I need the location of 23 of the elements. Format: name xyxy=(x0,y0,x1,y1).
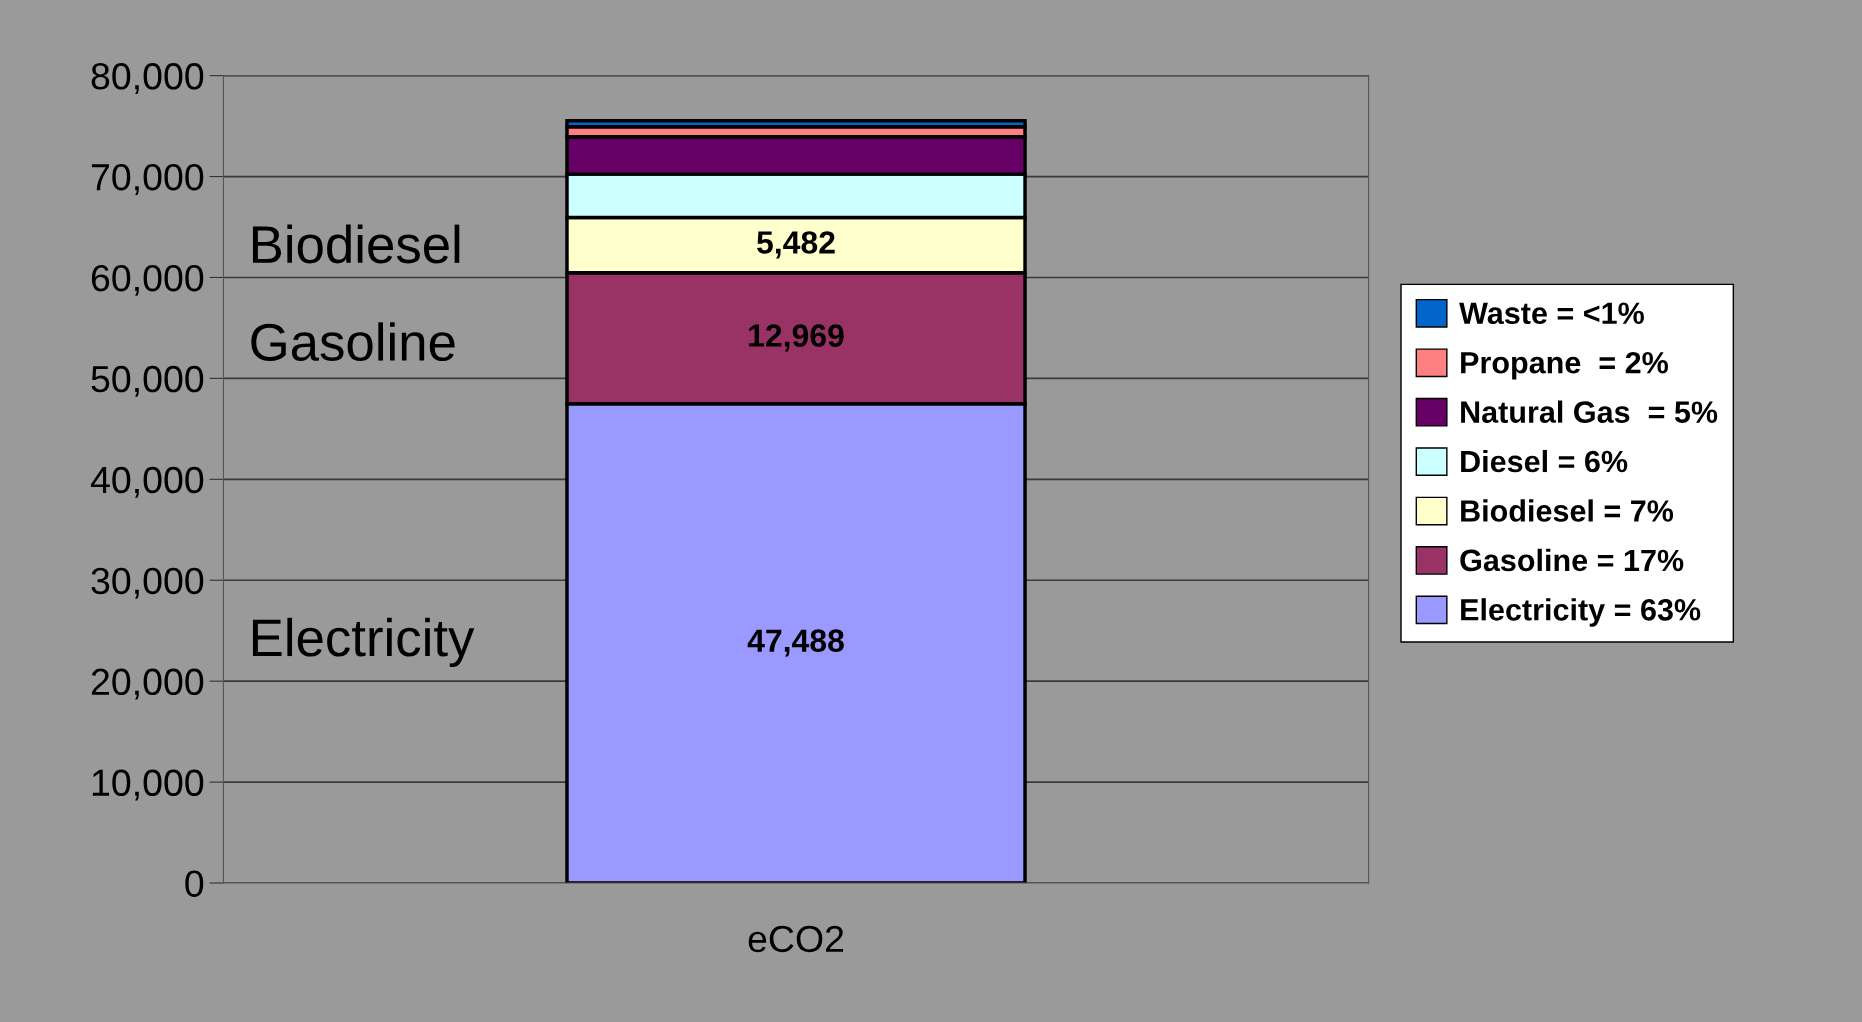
y-tick-label: 40,000 xyxy=(90,466,204,498)
legend-label: Gasoline = 17% xyxy=(1460,548,1684,572)
legend-label: Diesel = 6% xyxy=(1461,449,1628,473)
data-label: 12,969 xyxy=(749,324,844,352)
y-tick-label: 30,000 xyxy=(91,567,204,599)
y-tick-label: 80,000 xyxy=(91,63,204,95)
legend-label: Propane = 2% xyxy=(1461,351,1668,380)
annotation: Gasoline xyxy=(251,322,455,362)
annotation: Electricity xyxy=(252,617,475,668)
y-tick-label: 20,000 xyxy=(91,668,204,700)
data-label: 5,482 xyxy=(757,231,835,259)
annotation: Biodiesel xyxy=(252,224,460,264)
y-tick-label: 10,000 xyxy=(92,769,204,801)
legend-label: Electricity = 63% xyxy=(1461,598,1701,627)
legend-label: Natural Gas = 5% xyxy=(1461,400,1718,423)
data-label: 47,488 xyxy=(747,629,844,657)
y-tick-label: 0 xyxy=(185,870,204,897)
x-tick-label: eCO2 xyxy=(748,925,844,953)
y-tick-label: 70,000 xyxy=(91,163,204,195)
y-tick-label: 50,000 xyxy=(91,365,204,397)
y-tick-label: 60,000 xyxy=(91,264,204,296)
legend-label: Biodiesel = 7% xyxy=(1461,499,1674,522)
legend-label: Waste = <1% xyxy=(1459,302,1644,325)
